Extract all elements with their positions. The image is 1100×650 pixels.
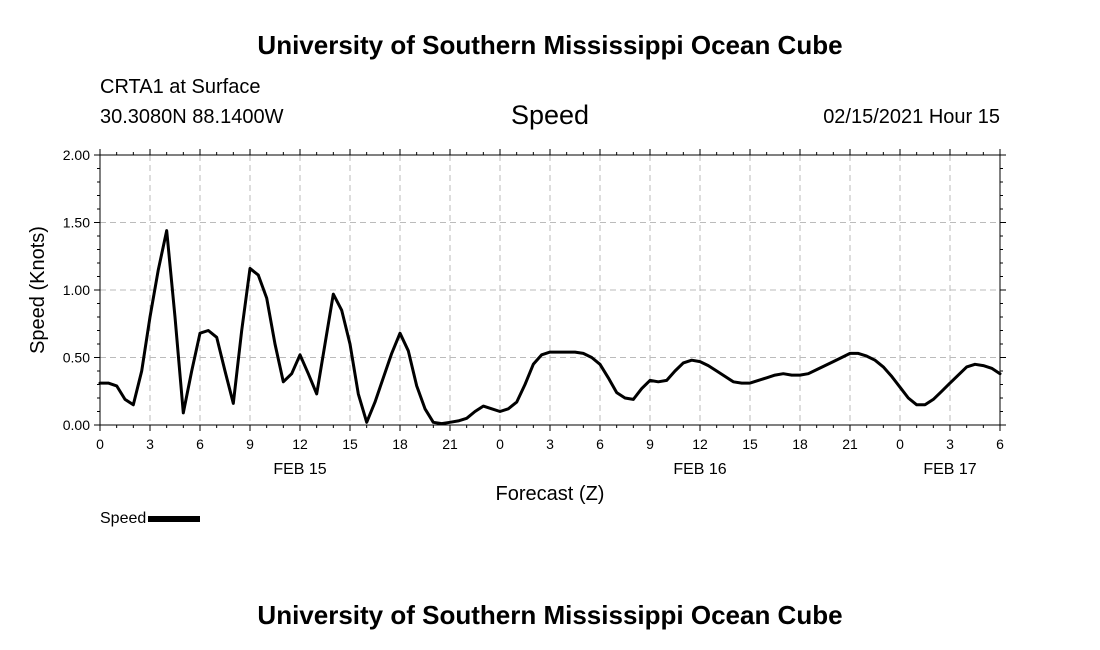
x-tick-label: 0 <box>896 436 904 452</box>
x-tick-label: 6 <box>196 436 204 452</box>
date-label: FEB 16 <box>673 461 726 478</box>
x-tick-label: 9 <box>646 436 654 452</box>
y-tick-label: 0.50 <box>63 350 90 366</box>
series <box>98 229 1002 426</box>
legend: Speed <box>100 510 201 528</box>
x-tick-label: 15 <box>342 436 358 452</box>
x-axis-label: Forecast (Z) <box>496 483 605 505</box>
x-tick-label: 6 <box>996 436 1004 452</box>
chart-title-bottom: University of Southern Mississippi Ocean… <box>257 600 843 630</box>
plot-frame <box>99 154 1001 426</box>
axis-labels: 0.00 0.50 1.00 1.50 2.00 0 3 6 9 12 15 18 21 0 3 6 9 12 15… <box>63 147 1004 478</box>
y-tick-label: 0.00 <box>63 417 90 433</box>
x-tick-label: 6 <box>596 436 604 452</box>
x-tick-label: 12 <box>692 436 708 452</box>
legend-label: Speed <box>100 510 147 527</box>
y-tick-label: 1.50 <box>63 215 90 231</box>
grid <box>100 155 1000 425</box>
coordinates-label: 30.3080N 88.1400W <box>100 106 284 128</box>
x-tick-label: 9 <box>246 436 254 452</box>
date-label: FEB 17 <box>923 461 976 478</box>
series-line-speed <box>98 229 1002 426</box>
station-label: CRTA1 at Surface <box>100 76 261 98</box>
x-tick-label: 3 <box>146 436 154 452</box>
x-tick-label: 3 <box>946 436 954 452</box>
x-tick-label: 18 <box>392 436 408 452</box>
forecast-datetime: 02/15/2021 Hour 15 <box>823 106 1000 128</box>
date-label: FEB 15 <box>273 461 326 478</box>
variable-title: Speed <box>510 100 590 130</box>
chart-title-top: University of Southern Mississippi Ocean… <box>257 30 843 60</box>
x-tick-label: 3 <box>546 436 554 452</box>
y-axis-label: Speed (Knots) <box>27 226 49 354</box>
x-tick-label: 15 <box>742 436 758 452</box>
x-tick-label: 18 <box>792 436 808 452</box>
y-tick-label: 1.00 <box>63 282 90 298</box>
legend-line-swatch <box>148 516 201 522</box>
x-tick-label: 21 <box>442 436 458 452</box>
x-tick-label: 12 <box>292 436 308 452</box>
x-tick-label: 0 <box>496 436 504 452</box>
x-tick-label: 21 <box>842 436 858 452</box>
y-tick-label: 2.00 <box>63 147 90 163</box>
x-tick-label: 0 <box>96 436 104 452</box>
